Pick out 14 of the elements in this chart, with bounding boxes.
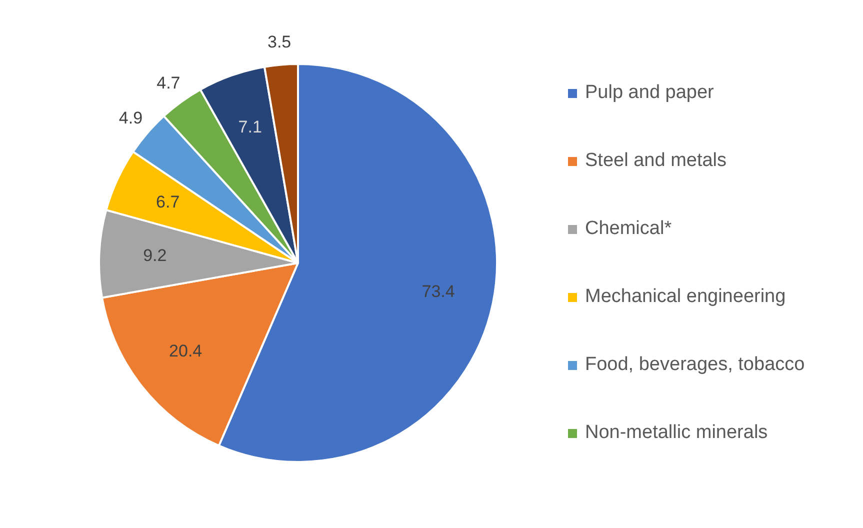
data-label: 6.7 bbox=[156, 192, 180, 212]
data-label: 4.9 bbox=[118, 108, 143, 128]
data-label: 4.7 bbox=[156, 74, 180, 93]
data-label: 3.5 bbox=[267, 32, 292, 52]
data-label: 20.4 bbox=[169, 342, 202, 361]
legend-label: Non-metallic minerals bbox=[585, 422, 768, 444]
legend-label: Steel and metals bbox=[585, 150, 727, 172]
data-label: 73.4 bbox=[422, 282, 455, 301]
data-label: 7.1 bbox=[238, 118, 262, 137]
legend-label: Chemical* bbox=[585, 218, 672, 240]
legend-label: Mechanical engineering bbox=[585, 286, 786, 308]
legend-label: Food, beverages, tobacco bbox=[585, 354, 805, 376]
data-label: 9.2 bbox=[143, 246, 167, 265]
legend-label: Pulp and paper bbox=[585, 82, 714, 104]
